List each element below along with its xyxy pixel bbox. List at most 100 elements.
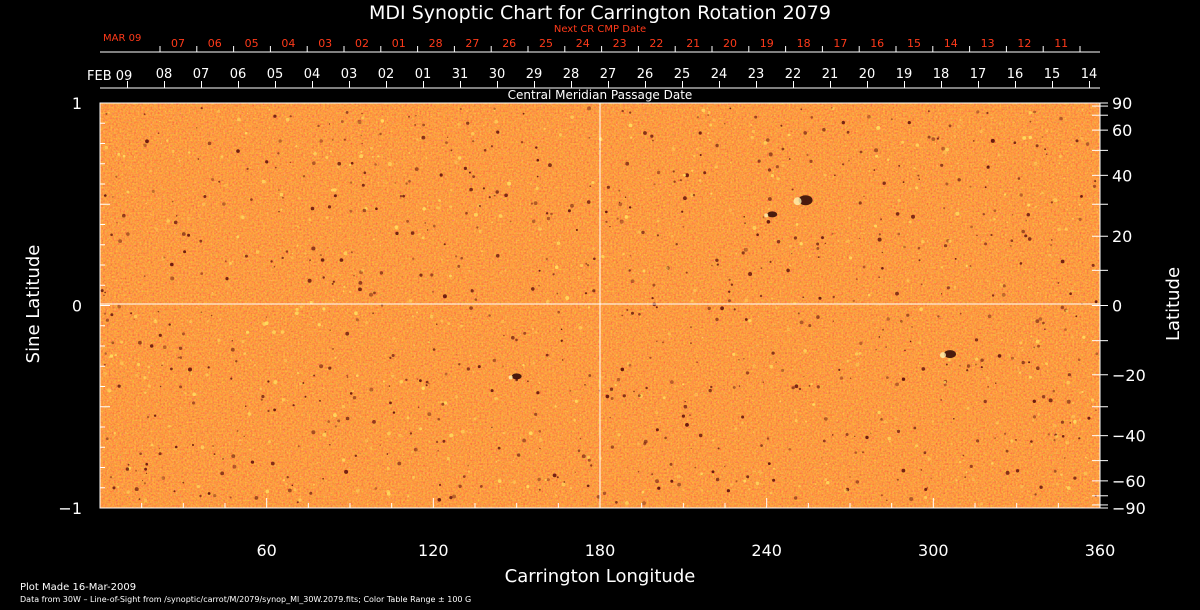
feature-dot xyxy=(130,312,133,315)
feature-dot xyxy=(397,461,402,466)
feature-dot xyxy=(641,501,646,506)
feature-dot xyxy=(941,146,945,151)
active-region xyxy=(798,195,813,206)
feature-dot xyxy=(927,457,931,461)
next-cr-ticks xyxy=(159,46,1081,52)
feature-dot xyxy=(1090,398,1094,402)
feature-dot xyxy=(1071,402,1075,405)
feature-dot xyxy=(491,221,493,224)
feature-dot xyxy=(545,212,549,215)
feature-dot xyxy=(363,171,367,175)
feature-dot xyxy=(586,484,590,488)
feature-dot xyxy=(255,250,260,254)
feature-dot xyxy=(331,282,334,285)
feature-dot xyxy=(641,192,644,194)
feature-dot xyxy=(361,183,365,187)
feature-dot xyxy=(897,198,901,202)
active-region-bright xyxy=(940,352,946,359)
feature-dot xyxy=(105,318,109,322)
feature-dot xyxy=(971,477,976,482)
feature-dot xyxy=(806,153,809,156)
feature-dot xyxy=(743,247,748,252)
feature-dot xyxy=(103,294,105,296)
feature-dot xyxy=(295,145,298,148)
feature-dot xyxy=(625,161,630,166)
feature-dot xyxy=(352,281,354,284)
feature-dot xyxy=(667,332,672,336)
feature-dot xyxy=(280,330,285,334)
feature-dot xyxy=(111,341,115,345)
feature-dot xyxy=(1033,110,1036,114)
feature-dot xyxy=(342,290,345,293)
feature-dot xyxy=(1035,319,1040,324)
feature-dot xyxy=(533,201,538,206)
feature-dot xyxy=(998,122,1002,125)
feature-dot xyxy=(708,138,711,141)
feature-dot xyxy=(626,309,629,311)
feature-dot xyxy=(355,488,360,493)
feature-dot xyxy=(246,167,249,170)
feature-dot xyxy=(197,485,200,489)
feature-dot xyxy=(319,364,324,369)
feature-dot xyxy=(504,269,506,272)
feature-dot xyxy=(402,194,405,198)
feature-dot xyxy=(1055,254,1058,257)
feature-dot xyxy=(395,231,399,236)
feature-dot xyxy=(865,435,869,440)
feature-dot xyxy=(358,287,362,292)
feature-dot xyxy=(426,201,429,203)
feature-dot xyxy=(133,314,138,319)
feature-dot xyxy=(231,340,233,342)
x-axis-label: Carrington Longitude xyxy=(505,566,696,587)
feature-dot xyxy=(127,463,130,466)
feature-dot xyxy=(767,207,770,210)
feature-dot xyxy=(831,106,835,111)
feature-dot xyxy=(965,471,968,474)
feature-dot xyxy=(109,476,113,479)
feature-dot xyxy=(715,477,720,482)
feature-dot xyxy=(440,319,444,323)
feature-dot xyxy=(984,242,988,246)
feature-dot xyxy=(940,163,944,167)
feature-dot xyxy=(836,420,838,422)
feature-dot xyxy=(304,395,307,398)
feature-dot xyxy=(1051,239,1053,241)
feature-dot xyxy=(1026,213,1031,217)
feature-dot xyxy=(849,377,852,379)
next-cr-date-label: 07 xyxy=(171,37,185,50)
feature-dot xyxy=(520,141,524,144)
feature-dot xyxy=(616,217,619,220)
feature-dot xyxy=(898,164,901,167)
feature-dot xyxy=(144,275,146,277)
feature-dot xyxy=(135,469,138,472)
feature-dot xyxy=(472,175,475,179)
feature-dot xyxy=(310,316,312,319)
feature-dot xyxy=(628,123,633,128)
x-tick-label: 300 xyxy=(918,541,949,560)
feature-dot xyxy=(738,358,740,361)
feature-dot xyxy=(1013,121,1016,123)
next-cr-date-label: 01 xyxy=(392,37,406,50)
feature-dot xyxy=(468,171,471,174)
feature-dot xyxy=(267,440,271,444)
feature-dot xyxy=(1069,422,1072,424)
feature-dot xyxy=(497,479,502,483)
feature-dot xyxy=(954,258,957,260)
feature-dot xyxy=(389,356,392,359)
feature-dot xyxy=(449,188,453,192)
feature-dot xyxy=(1015,425,1017,427)
feature-dot xyxy=(296,501,299,504)
feature-dot xyxy=(618,201,621,204)
feature-dot xyxy=(690,193,694,197)
feature-dot xyxy=(168,323,171,326)
feature-dot xyxy=(965,264,968,268)
feature-dot xyxy=(103,372,107,376)
feature-dot xyxy=(265,316,268,318)
feature-dot xyxy=(681,210,684,213)
feature-dot xyxy=(128,166,131,169)
feature-dot xyxy=(633,390,635,393)
feature-dot xyxy=(589,185,591,187)
feature-dot xyxy=(555,494,557,497)
feature-dot xyxy=(333,194,337,198)
feature-dot xyxy=(298,197,301,200)
